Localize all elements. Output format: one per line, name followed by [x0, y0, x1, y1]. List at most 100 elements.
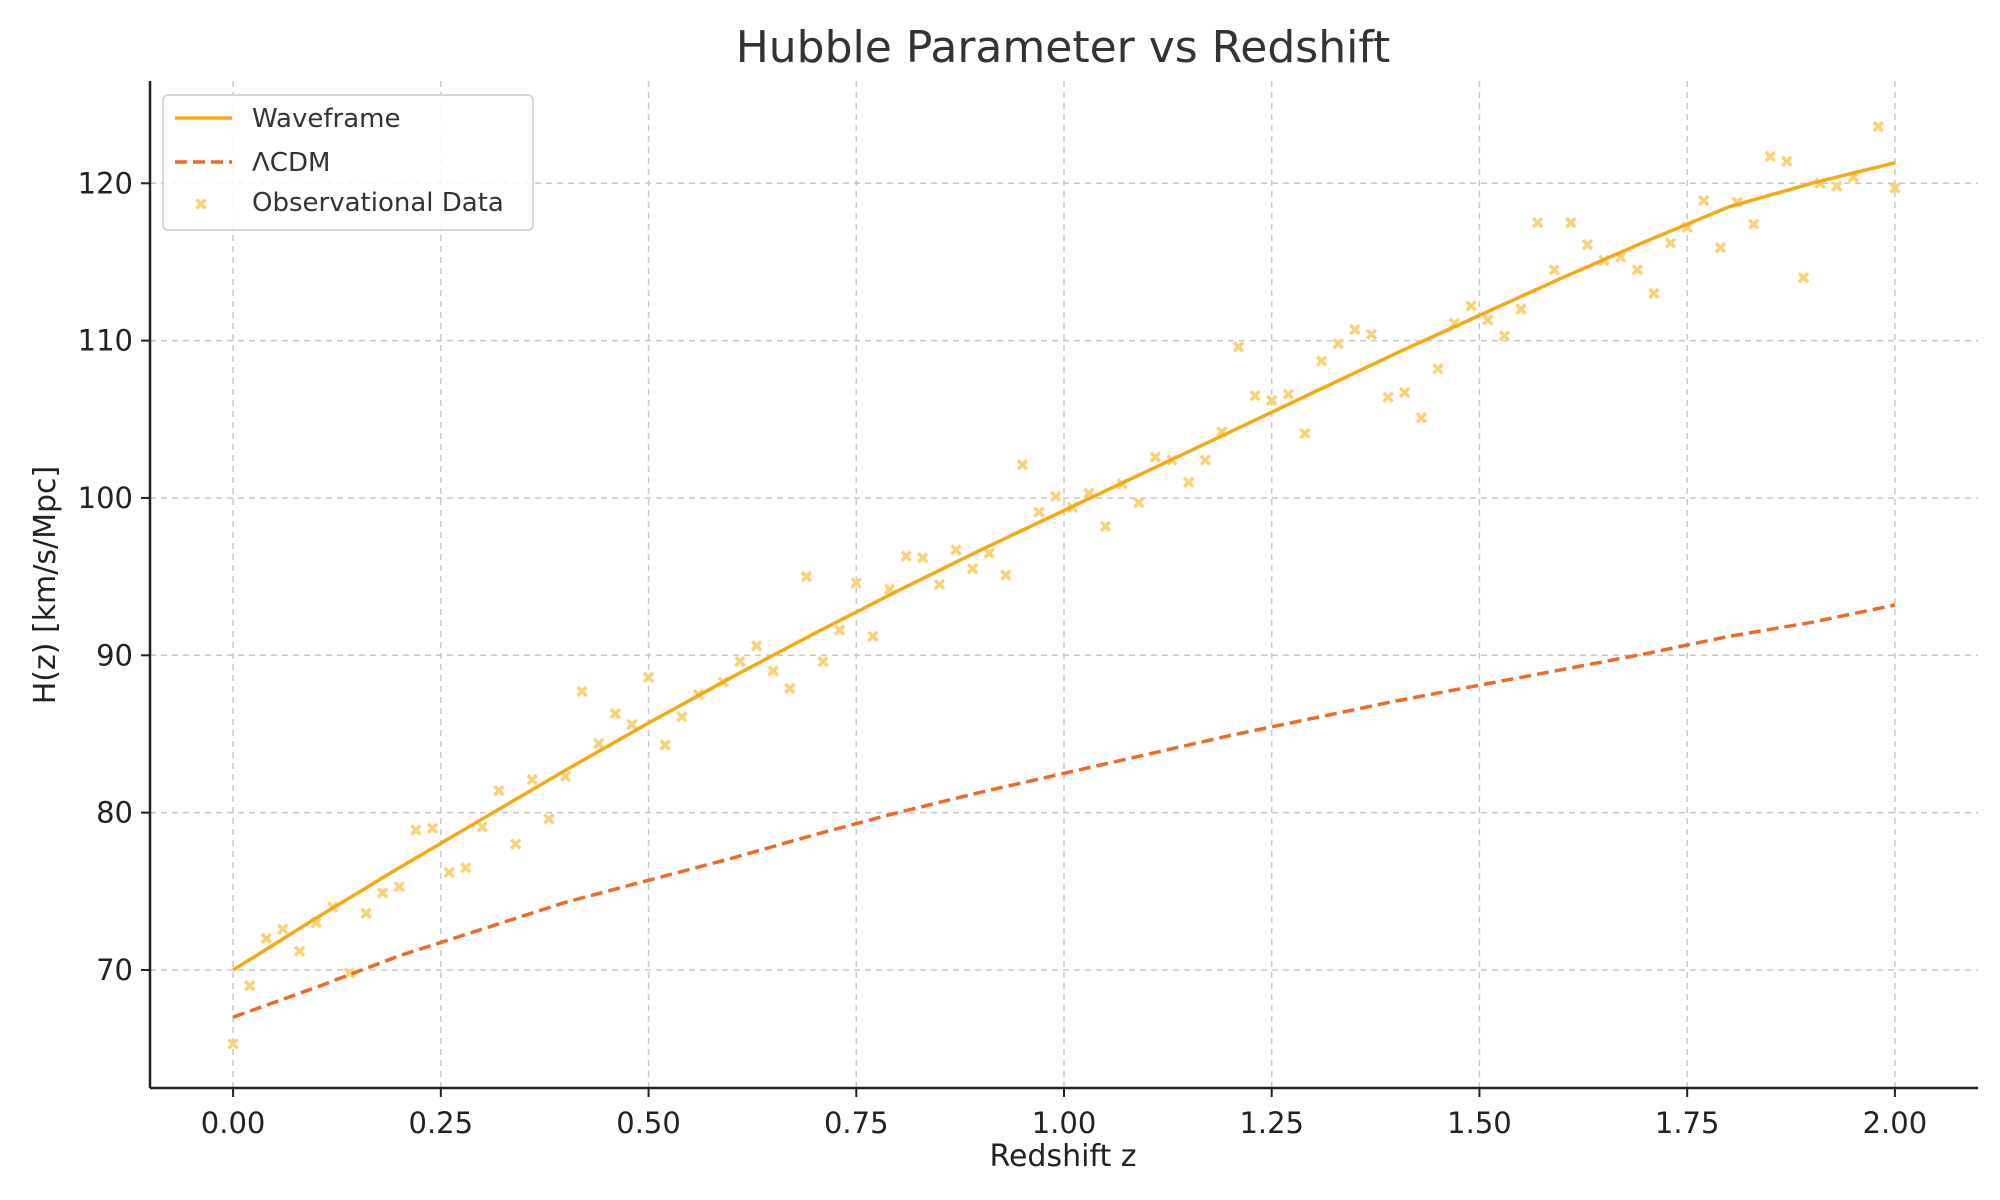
observational-data-point: [1000, 569, 1012, 581]
observational-data-point: [1232, 341, 1245, 353]
observational-data-point: [260, 932, 273, 945]
observational-data-point: [642, 671, 655, 684]
observational-data-point: [1149, 451, 1162, 463]
y-tick-label: 100: [78, 481, 133, 515]
lcdm-line: [232, 603, 1896, 1019]
observational-data-point: [1565, 216, 1577, 229]
observational-data-point: [950, 544, 962, 556]
x-tick-label: 1.25: [1239, 1106, 1304, 1140]
observational-data-point: [1498, 330, 1511, 342]
observational-data-point: [526, 773, 538, 786]
observational-data-point: [576, 685, 588, 698]
observational-data-point: [1299, 427, 1311, 440]
observational-data-point: [426, 822, 439, 835]
observational-data-point: [659, 739, 671, 751]
x-tick-label: 0.50: [616, 1106, 681, 1140]
observational-data-point: [900, 550, 912, 562]
observational-data-point: [1282, 388, 1295, 400]
observational-data-point: [1315, 355, 1328, 367]
grid-lines: [150, 81, 1978, 1088]
observational-data-point: [1365, 328, 1378, 341]
x-tick-label: 1.50: [1447, 1106, 1512, 1140]
x-tick-label: 0.75: [824, 1106, 889, 1140]
y-tick-label: 70: [96, 953, 133, 987]
observational-data-point: [1482, 314, 1494, 326]
legend-label-observational: Observational Data: [252, 188, 504, 218]
observational-data-point: [243, 979, 256, 992]
observational-data-point: [1099, 520, 1112, 533]
observational-data-point: [1872, 120, 1885, 133]
observational-data-point: [609, 707, 622, 720]
observational-data-point: [917, 552, 929, 564]
x-tick-label: 0.25: [409, 1106, 474, 1140]
legend-label-lcdm: ΛCDM: [252, 148, 330, 178]
chart-title: Hubble Parameter vs Redshift: [736, 22, 1391, 73]
observational-data-point: [227, 1038, 239, 1050]
legend-box: [162, 94, 534, 231]
y-tick-label: 110: [78, 324, 133, 358]
y-tick-label: 90: [96, 638, 133, 672]
observational-data-point: [1781, 155, 1793, 167]
legend-swatch-observational: [195, 198, 207, 210]
observational-data-point: [626, 718, 638, 731]
observational-data-point: [784, 682, 796, 695]
observational-data-point: [867, 630, 879, 643]
observational-data-point: [393, 880, 406, 893]
observational-data-point: [1199, 454, 1211, 466]
observational-data-point: [1332, 338, 1344, 350]
ticks: 0.00 0.25 0.50 0.75 1.00 1.25 1.50 1.75 2.00 70 80…: [78, 166, 1928, 1140]
plot-area: [227, 120, 1901, 1050]
observational-data-point: [1182, 476, 1195, 488]
legend-label-waveframe: Waveframe: [252, 104, 400, 134]
observational-data-point: [1249, 389, 1261, 402]
observational-data-point: [360, 907, 372, 920]
observational-data-point: [966, 563, 979, 575]
observational-data-point: [1664, 237, 1677, 249]
observational-data-point: [1831, 180, 1843, 193]
y-tick-label: 80: [96, 796, 133, 830]
observational-data-point: [493, 784, 505, 797]
observational-data-point: [1581, 238, 1594, 251]
observational-data-point: [1631, 264, 1644, 276]
observational-data-point: [1465, 300, 1477, 312]
observational-data-point: [850, 577, 863, 589]
observational-data-point: [1265, 394, 1278, 407]
observational-data-point: [1049, 490, 1062, 503]
observational-data-point: [1133, 496, 1145, 509]
observational-data-point: [1432, 363, 1444, 375]
observational-data-point: [410, 824, 422, 836]
observational-data-point: [734, 655, 746, 668]
legend: Waveframe ΛCDM Observational Data: [162, 94, 534, 231]
observational-data-point: [983, 547, 995, 559]
observational-data-point: [1382, 391, 1394, 403]
observational-data-point: [460, 861, 472, 874]
observational-data-point: [767, 665, 779, 677]
x-tick-label: 1.00: [1032, 1106, 1097, 1140]
observational-data-point: [1747, 218, 1760, 230]
observational-data-point: [1531, 216, 1544, 229]
observational-data-point: [1349, 323, 1361, 336]
x-tick-label: 0.00: [201, 1106, 266, 1140]
observational-data-point: [1548, 264, 1560, 276]
observational-data-point: [277, 923, 289, 935]
observational-data-point: [1797, 271, 1810, 284]
observational-data-point: [293, 945, 306, 957]
observational-data-point: [750, 640, 763, 652]
observational-data-point: [1764, 150, 1777, 163]
observational-data-point: [933, 578, 946, 591]
observational-data-point: [1398, 386, 1411, 399]
x-axis-label: Redshift z: [989, 1139, 1136, 1174]
observational-data-point: [376, 887, 389, 899]
observational-data-point: [443, 866, 455, 879]
observational-data-point: [1415, 411, 1428, 424]
observational-data-point: [1889, 182, 1901, 194]
observational-data-point: [476, 821, 489, 833]
observational-data-point: [676, 710, 688, 723]
x-tick-label: 2.00: [1863, 1106, 1928, 1140]
observational-data-point: [543, 813, 555, 825]
observational-data-point: [1698, 194, 1710, 207]
y-axis-label: H(z) [km/s/Mpc]: [28, 466, 63, 705]
observational-data-point: [592, 737, 605, 750]
observational-data-point: [800, 570, 813, 583]
